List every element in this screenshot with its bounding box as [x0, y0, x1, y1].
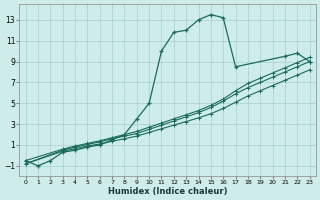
X-axis label: Humidex (Indice chaleur): Humidex (Indice chaleur)	[108, 187, 228, 196]
